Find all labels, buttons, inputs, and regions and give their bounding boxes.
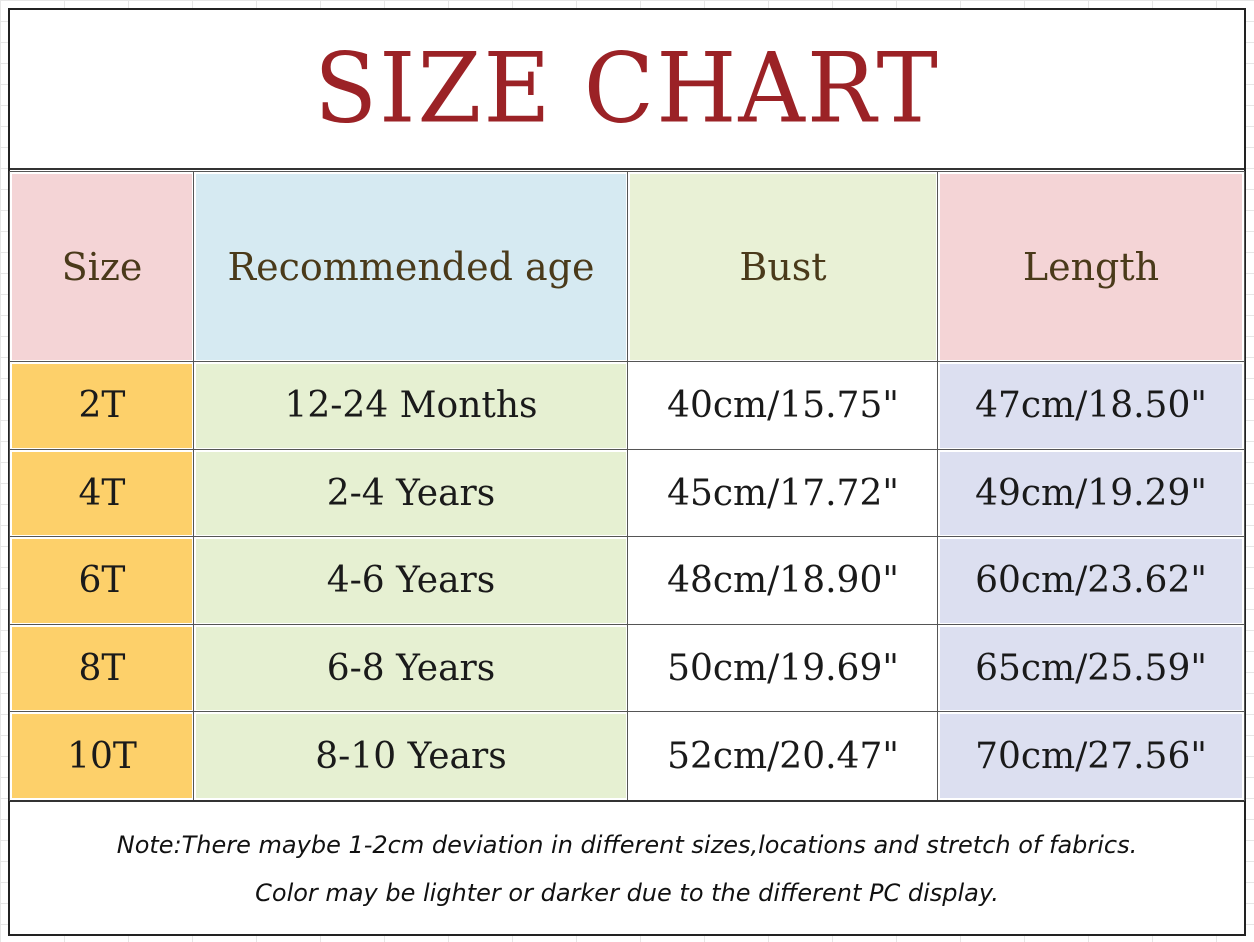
cell-age: 12-24 Months (193, 361, 629, 451)
cell-size: 8T (9, 623, 195, 714)
cell-bust: 52cm/20.47" (627, 711, 939, 801)
cell-bust: 40cm/15.75" (627, 361, 939, 451)
cell-length: 65cm/25.59" (937, 623, 1245, 714)
cell-size: 4T (9, 448, 195, 539)
cell-age: 8-10 Years (193, 711, 629, 801)
cell-age: 4-6 Years (193, 536, 629, 626)
cell-length: 47cm/18.50" (937, 361, 1245, 451)
note-area: Note:There maybe 1-2cm deviation in diff… (10, 800, 1244, 936)
cell-length: 49cm/19.29" (937, 448, 1245, 539)
cell-bust: 50cm/19.69" (627, 623, 939, 714)
header-bust: Bust (627, 171, 939, 363)
header-age: Recommended age (193, 171, 629, 363)
cell-size: 2T (9, 361, 195, 451)
note-line-1: Note:There maybe 1-2cm deviation in diff… (116, 831, 1138, 859)
cell-length: 70cm/27.56" (937, 711, 1245, 801)
note-line-2: Color may be lighter or darker due to th… (255, 879, 999, 907)
cell-size: 6T (9, 536, 195, 626)
cell-size: 10T (9, 711, 195, 801)
cell-bust: 48cm/18.90" (627, 536, 939, 626)
size-chart-frame: SIZE CHART Size Recommended age Bust Length… (8, 8, 1246, 936)
chart-title: SIZE CHART (314, 32, 940, 145)
title-area: SIZE CHART (10, 10, 1244, 170)
cell-length: 60cm/23.62" (937, 536, 1245, 626)
header-size: Size (9, 171, 195, 363)
cell-bust: 45cm/17.72" (627, 448, 939, 539)
cell-age: 6-8 Years (193, 623, 629, 714)
header-length: Length (937, 171, 1245, 363)
cell-age: 2-4 Years (193, 448, 629, 539)
